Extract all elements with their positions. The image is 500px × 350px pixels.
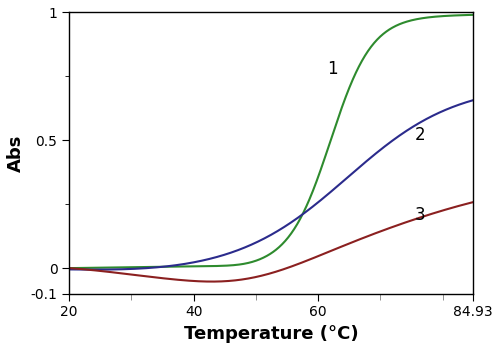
- X-axis label: Temperature (°C): Temperature (°C): [184, 325, 358, 343]
- Text: 3: 3: [414, 205, 425, 224]
- Text: 2: 2: [414, 126, 425, 144]
- Y-axis label: Abs: Abs: [7, 134, 25, 172]
- Text: 1: 1: [328, 60, 338, 78]
